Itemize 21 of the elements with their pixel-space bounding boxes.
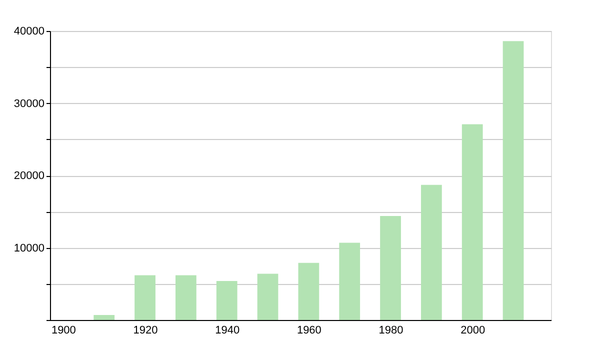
bar — [175, 275, 196, 320]
bar — [339, 242, 360, 320]
bar — [420, 184, 442, 320]
bar — [94, 314, 115, 320]
bar — [462, 124, 483, 320]
bar — [380, 216, 401, 320]
y-tick-label: 10000 — [14, 242, 44, 254]
x-tick-label: 1900 — [51, 324, 76, 336]
x-tick-label: 1960 — [296, 324, 322, 336]
x-tick-label: 1980 — [378, 324, 404, 336]
bar — [216, 280, 238, 320]
y-tick-label: 30000 — [14, 98, 44, 110]
bar — [502, 41, 524, 320]
x-tick-label: 1920 — [133, 324, 158, 336]
bar — [298, 262, 320, 320]
x-tick-label: 1940 — [215, 324, 240, 336]
bar — [257, 274, 278, 320]
bar — [134, 275, 156, 320]
y-tick-label: 20000 — [14, 170, 44, 182]
y-tick-label: 40000 — [14, 26, 44, 38]
x-tick-label: 2000 — [460, 324, 486, 336]
